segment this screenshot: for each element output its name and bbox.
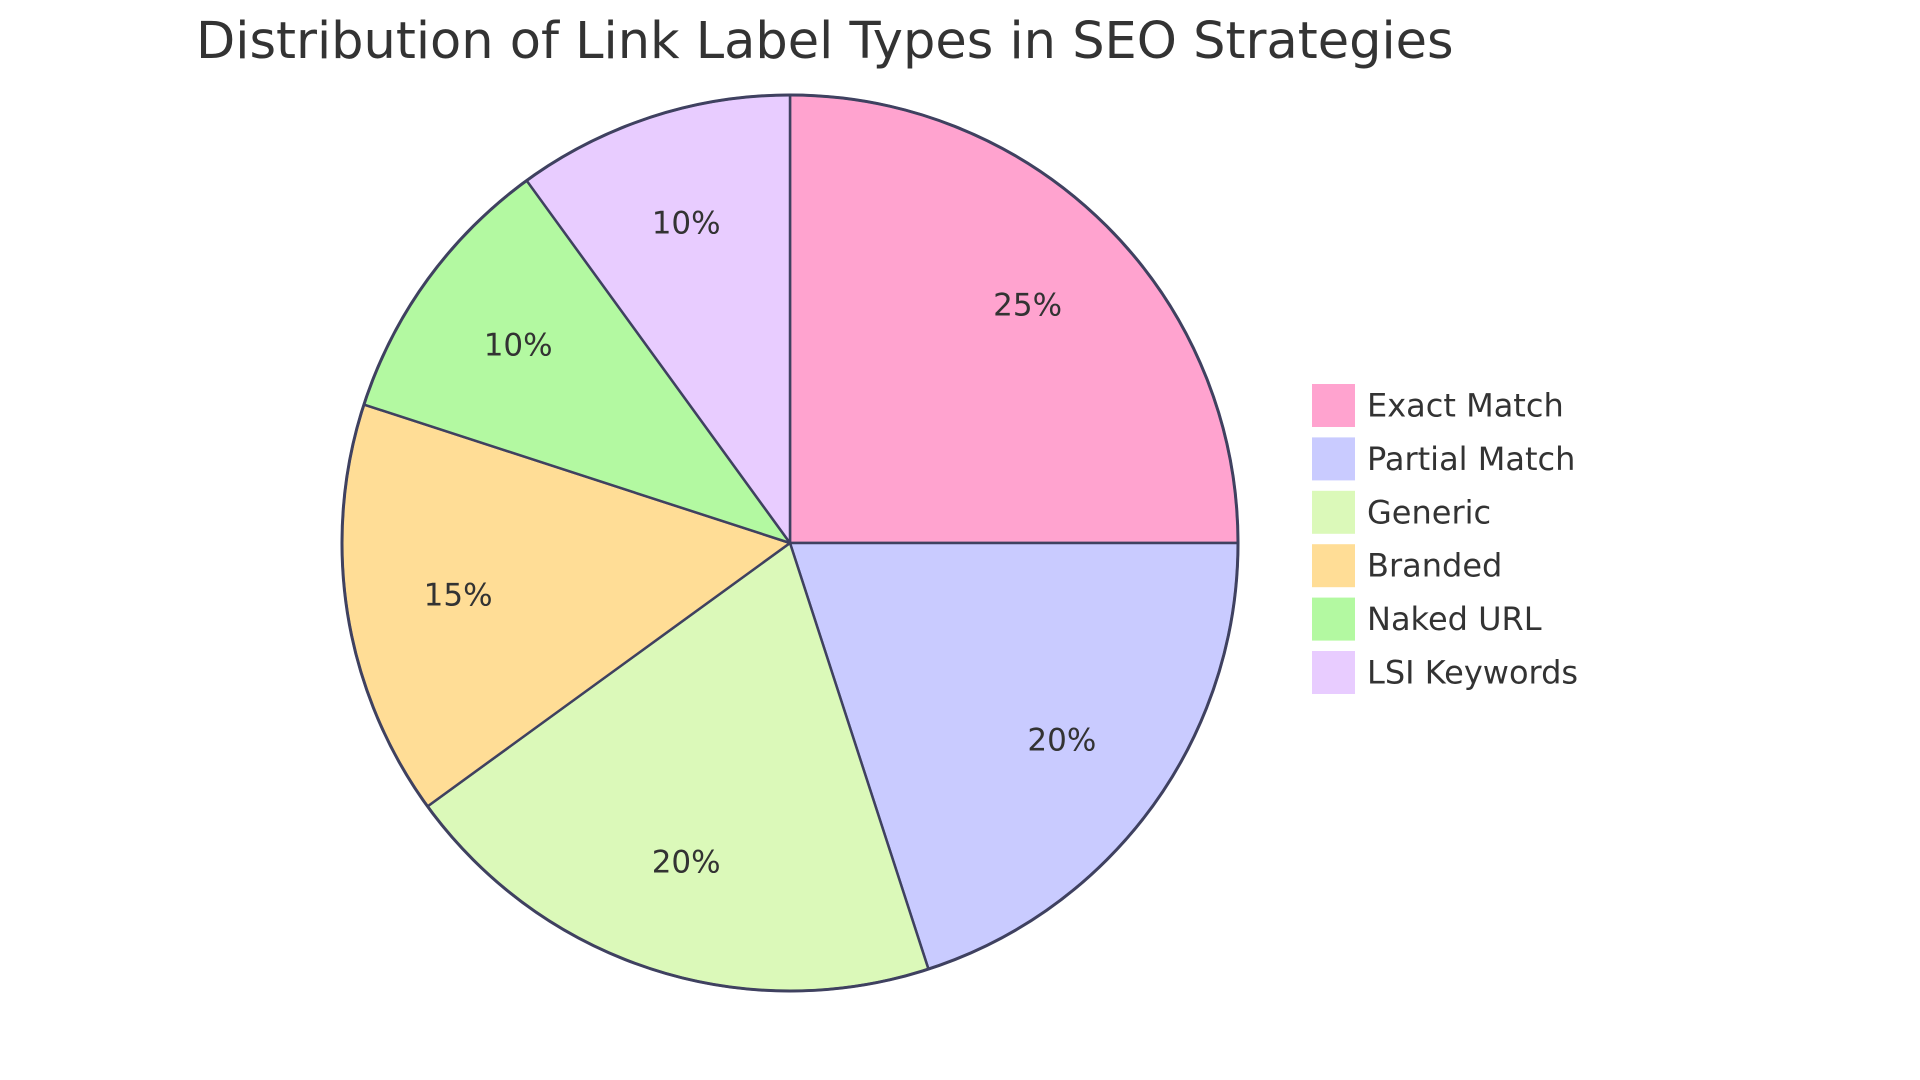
- legend-label-naked-url: Naked URL: [1367, 600, 1542, 638]
- legend-swatch-partial-match: [1310, 435, 1357, 483]
- pie-slice-labels: 25% 20% 20% 15% 10% 10%: [424, 205, 1097, 880]
- legend-label-lsi-keywords: LSI Keywords: [1367, 654, 1578, 692]
- slice-label-exact-match: 25%: [993, 287, 1062, 323]
- pie-outline: [340, 93, 1240, 993]
- legend-label-partial-match: Partial Match: [1367, 440, 1575, 478]
- legend-swatch-generic: [1310, 488, 1357, 536]
- slice-label-generic: 20%: [652, 845, 721, 881]
- chart-title: Distribution of Link Label Types in SEO …: [196, 12, 1454, 71]
- legend-item-exact-match: Exact Match: [1310, 382, 1564, 429]
- legend-label-branded: Branded: [1367, 547, 1502, 585]
- legend-item-naked-url: Naked URL: [1310, 595, 1542, 643]
- legend-item-branded: Branded: [1310, 542, 1502, 590]
- slice-label-branded: 15%: [424, 578, 493, 614]
- legend: Exact Match Partial Match Generic Branded Na…: [1310, 382, 1578, 696]
- legend-swatch-exact-match: [1310, 382, 1357, 429]
- pie-slices: [340, 93, 1240, 993]
- slice-label-lsi-keywords: 10%: [652, 205, 721, 241]
- legend-label-exact-match: Exact Match: [1367, 387, 1564, 425]
- legend-swatch-branded: [1310, 542, 1357, 590]
- slice-label-partial-match: 20%: [1027, 722, 1096, 758]
- legend-item-partial-match: Partial Match: [1310, 435, 1575, 483]
- legend-swatch-naked-url: [1310, 595, 1357, 643]
- legend-item-lsi-keywords: LSI Keywords: [1310, 649, 1578, 696]
- legend-swatch-lsi-keywords: [1310, 649, 1357, 696]
- legend-label-generic: Generic: [1367, 493, 1491, 531]
- slice-label-naked-url: 10%: [484, 328, 553, 364]
- legend-item-generic: Generic: [1310, 488, 1491, 536]
